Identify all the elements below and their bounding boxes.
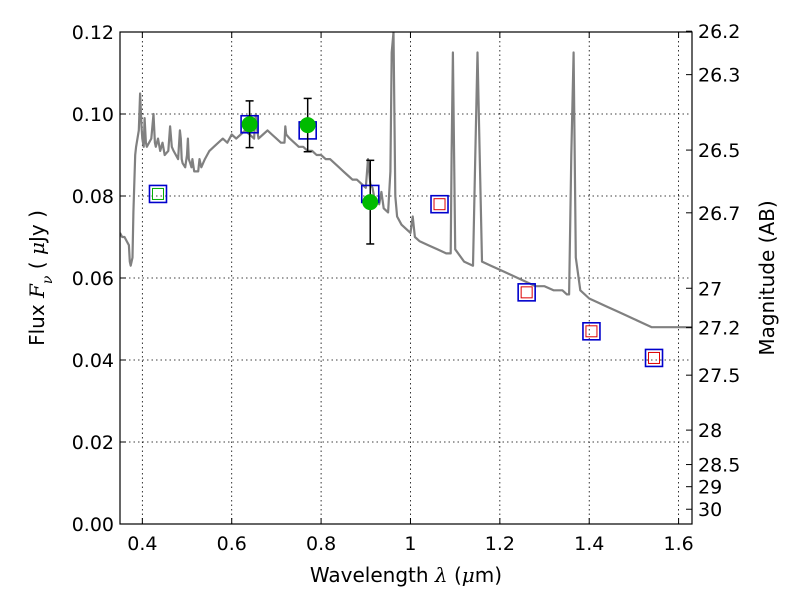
y-tick-label: 0.10 bbox=[72, 104, 114, 126]
y-tick-label: 0.06 bbox=[72, 268, 114, 290]
x-tick-label: 0.4 bbox=[127, 533, 157, 555]
y2-tick-label: 28.5 bbox=[698, 455, 740, 477]
model-photometry-square bbox=[517, 283, 536, 302]
y-tick-label: 0.04 bbox=[72, 350, 114, 372]
y-tick-label: 0.12 bbox=[72, 22, 114, 44]
model-photometry-square bbox=[582, 321, 601, 341]
y2-tick-label: 27 bbox=[698, 278, 722, 300]
y2-tick-label: 26.5 bbox=[698, 140, 740, 162]
y2-tick-label: 26.2 bbox=[698, 21, 740, 43]
model-sed-line bbox=[120, 32, 692, 329]
model-photometry-square bbox=[430, 194, 449, 214]
x-tick-label: 1.6 bbox=[663, 533, 693, 555]
y2-tick-label: 27.5 bbox=[698, 365, 740, 387]
y2-tick-label: 29 bbox=[698, 477, 722, 499]
model-photometry-square bbox=[148, 184, 168, 204]
inner-square-marker bbox=[520, 286, 533, 299]
data-markers bbox=[148, 97, 664, 368]
ticks: 0.4 0.6 0.8 1 1.2 1.4 1.6 0.00 0.02 0.04 0.06 0.08 0… bbox=[72, 21, 741, 555]
y2-axis-title: Magnitude (AB) bbox=[755, 200, 779, 355]
x-tick-label: 1 bbox=[404, 533, 416, 555]
inner-square-marker bbox=[585, 325, 598, 338]
y-tick-label: 0.00 bbox=[72, 514, 114, 536]
y2-tick-label: 30 bbox=[698, 499, 722, 521]
y2-tick-label: 27.2 bbox=[698, 318, 740, 340]
y-axis-title: Flux Fν ( μJy ) bbox=[25, 210, 56, 346]
inner-square-marker bbox=[151, 187, 164, 200]
x-tick-label: 0.8 bbox=[306, 533, 336, 555]
x-tick-label: 1.2 bbox=[485, 533, 515, 555]
x-tick-label: 1.4 bbox=[574, 533, 604, 555]
observed-point bbox=[362, 194, 379, 211]
y-tick-label: 0.02 bbox=[72, 432, 114, 454]
observed-point bbox=[299, 117, 316, 134]
inner-square-marker bbox=[433, 198, 446, 211]
y2-tick-label: 28 bbox=[698, 420, 722, 442]
x-tick-label: 0.6 bbox=[217, 533, 247, 555]
y2-tick-label: 26.7 bbox=[698, 203, 740, 225]
x-axis-title: Wavelength λ (μm) bbox=[310, 563, 502, 587]
model-photometry-square bbox=[644, 348, 664, 368]
y-tick-label: 0.08 bbox=[72, 186, 114, 208]
inner-square-marker bbox=[648, 351, 661, 364]
observed-point bbox=[241, 116, 258, 133]
y2-tick-label: 26.3 bbox=[698, 65, 740, 87]
